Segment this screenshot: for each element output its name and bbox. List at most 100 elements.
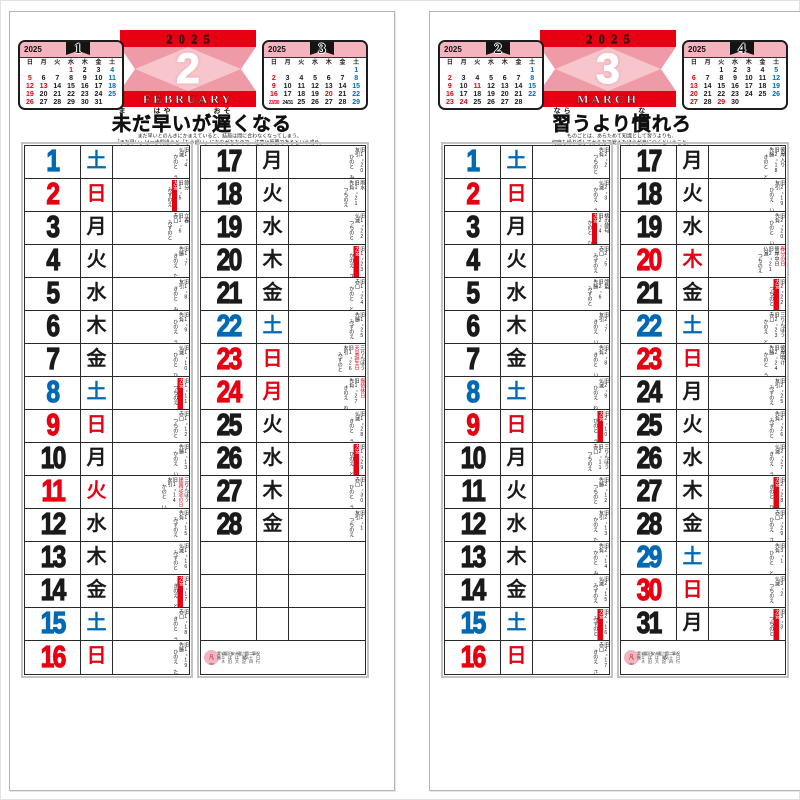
- rokuyo-taian-label: 大安: [171, 180, 178, 211]
- legend-column-text: 六曜記載: [237, 651, 247, 663]
- weekday-label: 木: [677, 476, 709, 508]
- mini-date-cell: 14: [53, 83, 62, 90]
- date-number-cell: 22: [201, 311, 257, 343]
- mini-date-cell: 12: [772, 75, 781, 82]
- weekday-label: 土: [501, 146, 533, 178]
- mini-date-cell: [701, 67, 715, 75]
- mini-date-cell: 22: [717, 91, 726, 98]
- day-info-cell: 旧2・9 仏滅 ひのえ ね: [533, 377, 609, 409]
- legend-column-text: 祝日行事: [671, 651, 681, 663]
- date-number-cell: 18: [201, 179, 257, 211]
- rokuyo-label: 友引: [177, 279, 184, 289]
- lunar-date-and-rokuyo: 旧2・24 先勝: [768, 345, 779, 376]
- mini-weekday-label: 金: [759, 60, 766, 66]
- day-info-vertical-text: 旧2・7 友引 きのえ いぬ: [533, 312, 609, 343]
- proverb-kanji-with-furigana: 早はや: [151, 108, 172, 135]
- eto-kana-label: かのと うし: [172, 154, 178, 178]
- rokuyo-label: 友引: [773, 378, 780, 388]
- rokuyo-label: 仏滅: [177, 345, 184, 355]
- mini-weekday-label: 木: [501, 60, 508, 66]
- mini-weekday-label: 金: [339, 60, 346, 66]
- date-row: 15 土旧1・18 赤口 きのと う: [25, 608, 189, 641]
- rokuyo-label: 先負: [773, 411, 780, 421]
- weekday-label: 土: [257, 311, 289, 343]
- weekday-label: 月: [501, 212, 533, 244]
- date-number-cell: 13: [445, 542, 501, 574]
- date-number: 12: [460, 509, 487, 541]
- eto-kana-label: きのえ いぬ: [592, 319, 598, 343]
- date-number-cell: 2: [25, 179, 81, 211]
- date-number-cell: 20: [201, 245, 257, 277]
- seasonal-term-label: 立春: [183, 213, 189, 223]
- day-info-vertical-text: 旧1・30 赤口 ひのと う: [289, 477, 365, 508]
- date-row: 5 水啓蟄 旧2・6 先勝 みずのと とり: [445, 278, 609, 311]
- mini-weekday-label: 火: [474, 60, 481, 66]
- date-number: 24: [636, 377, 663, 409]
- date-number: 27: [636, 476, 663, 508]
- lunar-date-and-rokuyo: 旧1・14 友引: [166, 477, 177, 508]
- date-number-cell: 18: [621, 179, 677, 211]
- rokuyo-label: 友引: [353, 147, 360, 157]
- eto-kana-label: つちのと い: [768, 616, 774, 640]
- lunar-date-and-rokuyo: 旧2・5 赤口: [598, 246, 609, 277]
- mini-weekday-label: 水: [488, 60, 495, 66]
- day-info-vertical-text: 旧2・10 大安 ひのと うし: [533, 411, 609, 442]
- eto-kana-label: ひのえ いぬ: [768, 187, 774, 211]
- day-info-vertical-text: 旧2・2 先負 つちのと み: [533, 147, 609, 178]
- eto-kana-label: きのと み: [172, 286, 178, 310]
- eto-kana-label: ひのと う: [348, 484, 354, 508]
- mini-date-cell: 12: [25, 83, 34, 90]
- legend-column-text: 省エネ実施: [216, 651, 226, 663]
- day-info-vertical-text: 旧3・3 大安 つちのと い: [709, 609, 785, 640]
- proverb-explanation: ものごとは、あらためて知識として習うよりも、 何度も繰り返してからだで覚えたほうが…: [430, 133, 800, 160]
- mini-week-row: 23/30 24/31 25 26 27 28 29: [267, 99, 363, 107]
- mini-week-row: 1: [443, 67, 539, 75]
- date-number: 7: [466, 344, 481, 376]
- mini-date-cell: 22: [528, 91, 537, 98]
- seasonal-term-label: 三りんぼう: [183, 477, 189, 502]
- day-info-cell: 旧1・10 仏滅 ひのと ひつじ: [113, 344, 189, 376]
- day-info-cell: 立春 旧1・6 赤口 みずのと う: [113, 212, 189, 244]
- rokuyo-label: 先負: [348, 378, 354, 388]
- date-number-cell: 16: [445, 641, 501, 674]
- day-info-cell: 旧1・11 大安 つちのえ さる: [113, 377, 189, 409]
- mini-weekday-label: 金: [515, 60, 522, 66]
- mini-date-cell: 3: [96, 67, 101, 74]
- month-header-ribbon: 2025 3 MARCH: [540, 30, 676, 107]
- day-info-vertical-text: 旧1・12 赤口 つちのと とり: [113, 411, 189, 442]
- mini-week-row: 5 6 7 8 9 10 11: [23, 75, 119, 83]
- day-info-vertical-text: 旧1・22 仏滅 つちのと ひつじ: [289, 213, 365, 244]
- date-number-cell: 8: [445, 377, 501, 409]
- day-info-vertical-text: 三りんぼう 天皇誕生日 旧1・26 友引 みずのと い: [289, 345, 365, 376]
- weekday-label: 日: [501, 179, 533, 211]
- mini-date-cell: 11: [473, 83, 481, 90]
- day-info-vertical-text: 旧2・17 赤口 きのえ さる: [533, 642, 609, 674]
- mini-calendar-header: 2025 1: [20, 42, 122, 58]
- seasonal-term-label: 節分: [183, 180, 189, 190]
- mini-date-cell: 10: [744, 75, 753, 82]
- weekday-label: 日: [257, 344, 289, 376]
- date-row: 24 月旧2・25 友引 みずのえ たつ: [621, 377, 785, 410]
- explanation-line: 何度も繰り返してからだで覚えたほうが身につくということ。: [552, 140, 692, 146]
- rokuyo-label: 先負: [597, 147, 604, 157]
- date-number: 14: [460, 575, 487, 607]
- mini-date-cell: [470, 67, 484, 75]
- lunar-date-and-rokuyo: 旧1・10 仏滅: [178, 345, 189, 376]
- lunar-date-and-rokuyo: 旧2・23 赤口: [768, 312, 779, 343]
- mini-date-cell: 6: [326, 75, 331, 82]
- mini-week-row: 9 10 11 12 13 14 15: [267, 83, 363, 91]
- rokuyo-label: 先負: [177, 510, 184, 520]
- day-info-vertical-text: 三りんぼう 旧2・23 赤口 かのえ とら: [709, 312, 784, 343]
- lunar-date-and-rokuyo: 旧1・12 赤口: [178, 411, 189, 442]
- date-number-cell: 19: [201, 212, 257, 244]
- day-info-vertical-text: 旧2・9 仏滅 ひのえ ね: [533, 378, 609, 409]
- date-number: 16: [40, 641, 67, 674]
- date-number-cell: 14: [25, 575, 81, 607]
- lunar-date-and-rokuyo: 旧1・26 友引: [342, 345, 353, 376]
- eto-kana-label: きのえ とら: [172, 583, 178, 607]
- day-info-cell: 啓蟄 旧2・6 先勝 みずのと とり: [533, 278, 609, 310]
- rokuyo-label: 仏滅: [353, 213, 360, 223]
- day-info-cell: 旧1・17 大安 きのえ とら: [113, 575, 189, 607]
- mini-calendar-month-number: 2: [494, 41, 502, 57]
- mini-date-cell: 26: [772, 91, 781, 98]
